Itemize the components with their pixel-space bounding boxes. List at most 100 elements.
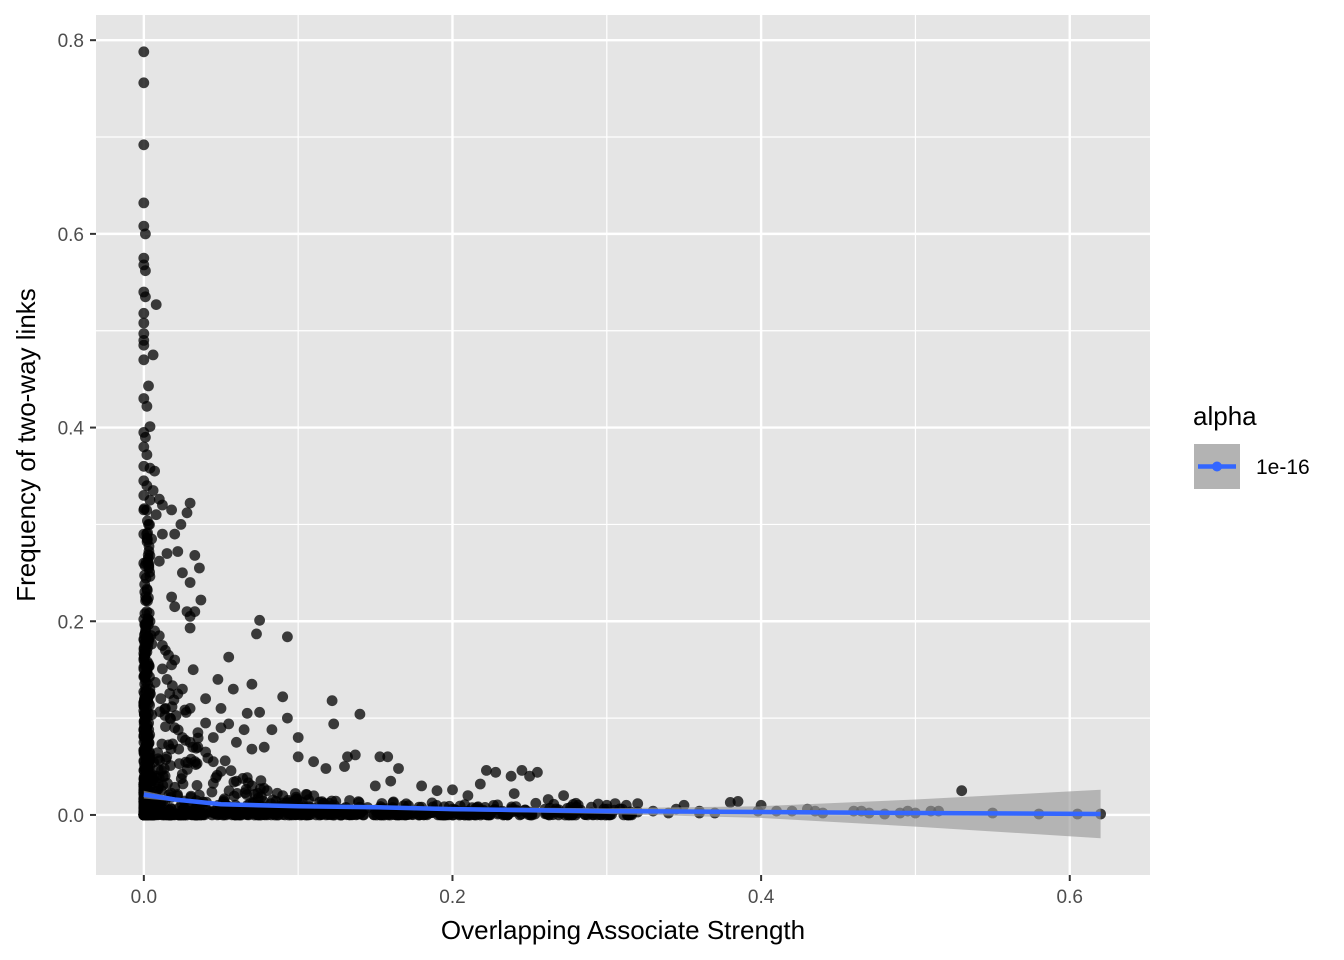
data-point xyxy=(175,519,187,530)
data-point xyxy=(150,509,162,521)
data-point xyxy=(187,664,199,676)
data-point xyxy=(632,798,644,809)
data-point xyxy=(143,545,155,557)
data-point xyxy=(308,790,320,802)
data-point xyxy=(184,497,196,509)
data-point xyxy=(138,317,150,329)
data-point xyxy=(139,608,151,619)
data-point xyxy=(139,694,151,706)
data-point xyxy=(369,780,381,792)
data-point xyxy=(508,788,520,799)
data-point xyxy=(181,507,193,519)
data-point xyxy=(189,550,201,561)
y-axis-ticks: 0.0 0.2 0.4 0.6 0.8 xyxy=(58,31,96,827)
legend-title: alpha xyxy=(1193,401,1257,431)
data-point xyxy=(143,519,154,530)
data-point xyxy=(207,732,219,743)
data-point xyxy=(164,712,176,724)
data-point xyxy=(153,555,165,567)
data-point xyxy=(150,299,162,310)
y-tick-label: 0.6 xyxy=(58,225,84,246)
data-point xyxy=(138,354,150,366)
data-point xyxy=(141,730,153,742)
data-point xyxy=(292,751,304,763)
data-point xyxy=(138,809,150,821)
y-tick-label: 0.2 xyxy=(58,612,84,633)
data-point xyxy=(160,703,171,714)
data-point xyxy=(225,765,237,777)
data-point xyxy=(139,715,151,727)
data-point xyxy=(490,766,502,778)
data-point xyxy=(956,785,968,797)
data-point xyxy=(172,546,184,557)
data-point xyxy=(240,808,252,820)
data-point xyxy=(138,557,150,569)
data-point xyxy=(215,703,227,714)
data-point xyxy=(206,786,218,798)
data-point xyxy=(161,674,173,685)
data-point xyxy=(160,721,171,732)
data-point xyxy=(166,504,178,516)
data-point xyxy=(140,572,152,584)
data-point xyxy=(157,528,168,540)
data-point xyxy=(173,758,185,770)
data-point xyxy=(200,746,212,758)
data-point xyxy=(282,631,293,643)
data-point xyxy=(142,754,154,765)
data-point xyxy=(219,755,231,767)
data-point xyxy=(447,784,458,796)
data-point xyxy=(320,763,332,774)
data-point xyxy=(182,757,194,769)
data-point xyxy=(141,400,153,412)
data-point xyxy=(292,795,304,806)
y-tick-label: 0.0 xyxy=(58,806,84,827)
data-point xyxy=(328,718,340,730)
data-point xyxy=(176,768,188,780)
data-point xyxy=(172,688,184,700)
data-point xyxy=(339,761,350,772)
data-point xyxy=(143,380,154,392)
data-point xyxy=(223,651,235,663)
data-point xyxy=(474,778,486,790)
x-axis-ticks: 0.0 0.2 0.4 0.6 xyxy=(131,875,1083,908)
data-point xyxy=(212,674,224,685)
data-point xyxy=(149,465,161,477)
data-point xyxy=(184,622,196,634)
data-point xyxy=(326,695,338,707)
data-point xyxy=(140,683,152,694)
data-point xyxy=(194,562,205,574)
data-point xyxy=(140,431,151,443)
data-point xyxy=(157,499,168,511)
x-tick-label: 0.4 xyxy=(748,887,775,908)
data-point xyxy=(141,633,153,645)
data-point xyxy=(246,678,258,690)
minor-gridlines xyxy=(96,15,1150,875)
data-point xyxy=(142,656,153,668)
data-point xyxy=(211,809,223,821)
legend-label: 1e-16 xyxy=(1256,456,1310,479)
data-point xyxy=(231,788,243,799)
data-point xyxy=(241,707,253,719)
data-point xyxy=(601,799,613,811)
data-point xyxy=(195,594,207,606)
data-point xyxy=(516,765,528,776)
data-point xyxy=(393,763,404,774)
data-point xyxy=(277,790,289,801)
x-axis-title: Overlapping Associate Strength xyxy=(441,915,805,945)
data-point xyxy=(505,770,517,782)
data-point xyxy=(176,809,188,821)
legend: alpha 1e-16 xyxy=(1193,401,1310,489)
data-point xyxy=(231,736,242,748)
major-gridlines xyxy=(96,15,1150,875)
data-point xyxy=(140,228,151,240)
data-point xyxy=(138,197,150,209)
data-point xyxy=(184,577,196,588)
data-point xyxy=(144,615,156,627)
data-point xyxy=(138,46,150,58)
data-point xyxy=(732,796,744,807)
smooth-line xyxy=(143,792,1101,817)
data-point xyxy=(138,504,150,516)
data-point xyxy=(166,659,178,671)
data-point xyxy=(354,708,366,720)
